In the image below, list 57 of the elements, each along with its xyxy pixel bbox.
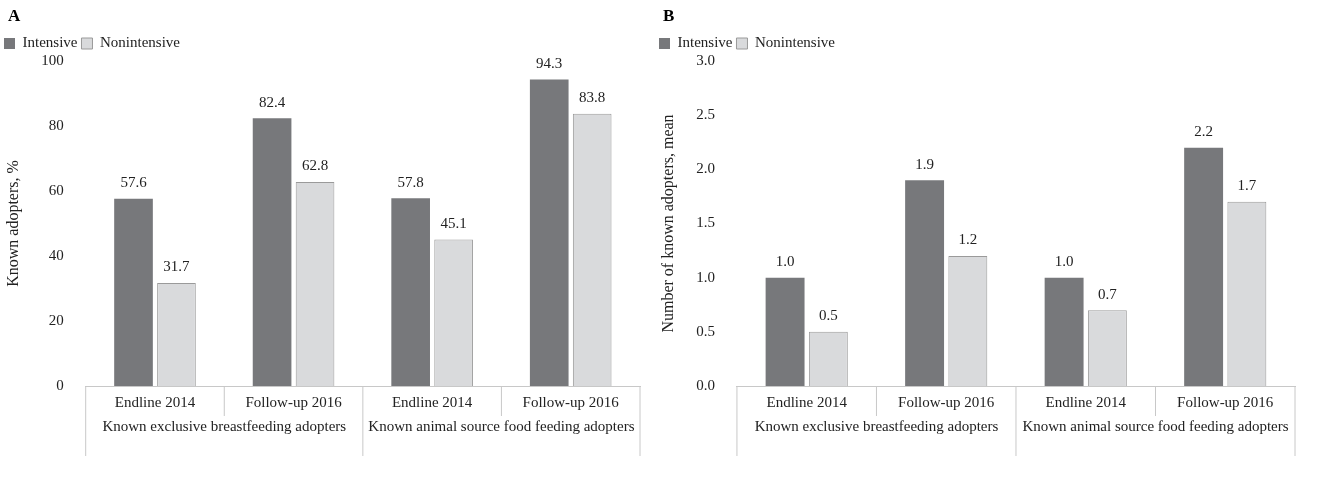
data-label: 0.5 [818,307,838,324]
data-label: 2.2 [1194,123,1213,140]
bar [529,79,569,386]
x-tick-label: Follow-up 2016 [898,393,995,410]
x-tick-label: Follow-up 2016 [522,393,620,410]
y-tick-label: 100 [41,51,64,68]
text: Known exclusive breastfeeding adopters [102,418,347,435]
data-label: 1.7 [1237,177,1257,194]
y-tick-label: 40 [48,246,64,263]
bar [765,277,805,386]
legend-label: Intensive [22,34,78,51]
bar [252,118,292,386]
chart-title: A [8,6,21,26]
y-tick-label: 2.0 [696,160,715,177]
bar [1044,277,1084,386]
y-tick-label: 0 [56,376,64,393]
x-tick-label: Endline 2014 [766,393,848,410]
x-tick-label: Endline 2014 [114,393,196,410]
text: Known animal source food feeding adopters [368,418,635,435]
bar [1184,147,1224,386]
data-label: 57.6 [120,174,148,191]
y-tick-label: 20 [48,311,64,328]
y-tick-label: 60 [48,181,64,198]
data-label: 83.8 [579,89,606,106]
data-label: 82.4 [258,93,286,110]
bar [391,198,430,386]
chart-title: B [663,6,675,26]
y-tick-label: 0.5 [696,322,715,339]
bar [114,198,153,386]
y-tick-label: 1.0 [696,268,715,285]
data-label: 1.9 [915,155,934,172]
data-label: 31.7 [163,258,191,275]
data-label: 45.1 [440,214,467,231]
x-tick-label: Endline 2014 [391,393,473,410]
x-tick-label: Follow-up 2016 [245,393,343,410]
y-tick-label: 2.5 [696,106,715,123]
legend-label: Intensive [677,34,733,51]
bar [905,180,945,386]
y-tick-label: 80 [48,116,64,133]
text: Known exclusive breastfeeding adopters [754,418,999,435]
text: Known animal source food feeding adopters [1022,418,1289,435]
legend-label: Nonintensive [754,34,836,51]
data-label: 1.0 [775,253,795,270]
data-label: 94.3 [536,54,563,71]
data-label: 1.0 [1054,253,1074,270]
x-tick-label: Follow-up 2016 [1177,393,1274,410]
x-tick-label: Endline 2014 [1045,393,1127,410]
legend-label: Nonintensive [99,34,181,51]
data-label: 57.8 [397,173,424,190]
data-label: 1.2 [958,231,978,248]
y-tick-label: 3.0 [696,51,715,68]
data-label: 0.7 [1097,285,1118,302]
y-tick-label: 1.5 [696,214,715,231]
y-axis-title: Number of known adopters, mean [658,114,677,333]
y-tick-label: 0.0 [696,376,715,393]
data-label: 62.8 [301,157,329,174]
y-axis-title: Known adopters, % [3,160,22,287]
